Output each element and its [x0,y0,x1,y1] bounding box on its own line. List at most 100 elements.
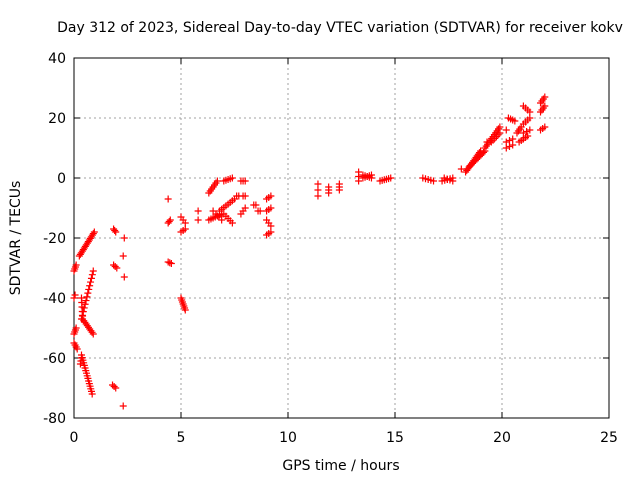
y-tick-label: -40 [43,291,66,307]
data-point [496,129,504,137]
data-point [119,402,127,410]
data-point [72,261,80,269]
data-point [526,108,534,116]
grid [74,58,609,418]
data-point [120,273,128,281]
data-point [523,128,531,135]
data-point [113,264,121,272]
data-point [87,278,95,286]
y-tick-label: 0 [57,171,66,187]
data-point [181,306,189,314]
data-point [496,123,504,131]
data-point [387,174,395,182]
data-point [70,294,78,302]
data-point [314,192,322,200]
data-point [90,228,98,236]
data-point [505,137,513,144]
data-point [83,293,91,301]
data-point [73,345,81,353]
x-tick-label: 20 [493,430,511,446]
data-point [194,207,202,215]
data-point [228,219,236,227]
data-point [164,195,172,203]
data-point [505,143,513,150]
x-tick-label: 0 [70,430,79,446]
data-point [77,315,85,323]
data-point [325,189,333,197]
data-point [541,102,549,110]
data-point [267,222,275,230]
data-point [526,114,534,122]
data-point [502,126,510,134]
data-point [77,354,85,362]
data-point [167,260,175,267]
y-tick-label: -60 [43,351,66,367]
data-point [166,259,174,267]
data-points [70,93,549,410]
data-point [89,330,97,338]
data-point [112,384,120,392]
data-point [89,230,97,238]
data-point [541,123,549,131]
y-tick-label: -20 [43,231,66,247]
data-point [88,328,96,336]
data-point [165,218,173,225]
data-point [502,138,510,146]
data-point [213,177,221,185]
data-point [241,177,249,185]
data-point [112,228,120,236]
chart-title: Day 312 of 2023, Sidereal Day-to-day VTE… [57,20,623,36]
data-point [314,180,322,188]
data-point [72,324,80,332]
data-point [502,144,510,152]
data-point [120,234,128,242]
data-point [80,304,88,312]
axis-ticks: 0 5 10 15 20 25 -80 -60 -40 -20 0 20 40 [43,51,618,446]
x-tick-label: 25 [600,430,618,446]
data-point [218,216,226,224]
data-point [228,174,236,182]
data-point [81,300,89,308]
data-point [86,282,94,290]
data-point [89,267,97,275]
data-point [84,289,92,297]
data-point [164,258,172,266]
data-point [449,177,457,185]
data-point [111,263,119,270]
data-point [524,132,532,140]
data-point [430,177,438,185]
data-point [181,225,189,233]
y-tick-label: 20 [48,111,66,127]
data-point [181,219,189,227]
data-point [87,274,95,282]
y-axis-label: SDTVAR / TECUs [8,181,24,296]
data-point [519,129,527,137]
data-point [109,381,117,389]
data-point [267,192,275,200]
data-point [166,216,174,224]
data-point [88,271,96,279]
x-tick-label: 15 [386,430,404,446]
data-point [71,291,79,299]
data-point [480,148,488,156]
data-point [526,126,534,134]
data-point [85,285,93,293]
x-tick-label: 10 [279,430,297,446]
x-axis-label: GPS time / hours [282,458,399,474]
data-point [194,216,202,224]
data-point [252,201,260,209]
data-point [541,93,549,101]
data-point [457,165,465,173]
data-point [509,141,517,149]
y-tick-label: -80 [43,411,66,427]
x-tick-label: 5 [177,430,186,446]
data-point [119,252,127,260]
data-point [511,117,519,125]
data-point [355,177,363,185]
data-point [267,204,275,212]
data-point [335,186,343,194]
data-point [267,228,275,236]
data-point [509,135,517,143]
y-tick-label: 40 [48,51,66,67]
